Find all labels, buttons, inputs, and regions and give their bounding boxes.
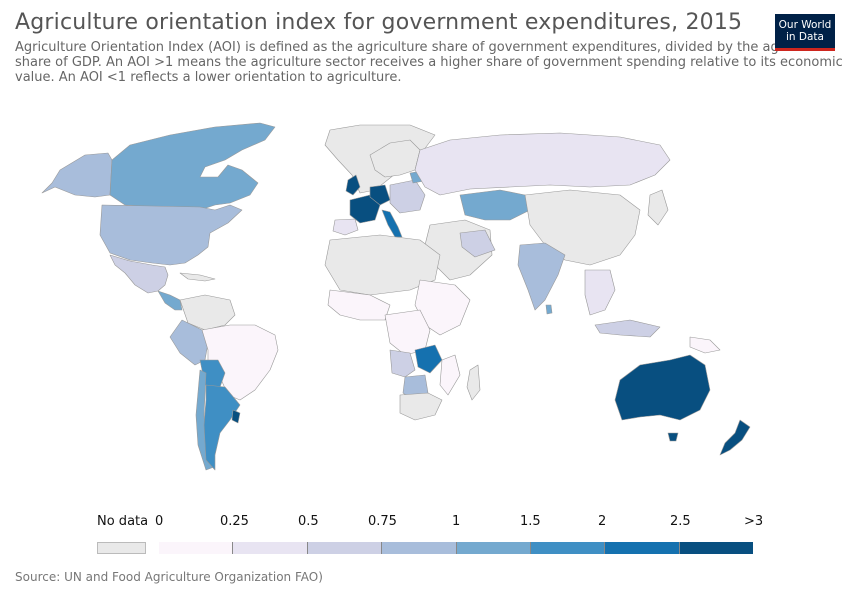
legend-tick-0: 0 <box>155 514 164 529</box>
legend-bin-3[interactable] <box>382 542 457 554</box>
legend-tick-5: 1.5 <box>520 514 541 529</box>
country-australia[interactable] <box>614 354 711 421</box>
country-uruguay[interactable] <box>231 409 241 424</box>
country-united-states[interactable] <box>99 204 243 266</box>
legend-tick-7: 2.5 <box>670 514 691 529</box>
legend-bin-1[interactable] <box>233 542 308 554</box>
country-southeast-asia[interactable] <box>584 269 616 316</box>
chart-title: Agriculture orientation index for govern… <box>15 10 743 35</box>
country-new-zealand[interactable] <box>719 419 751 456</box>
legend-bin-6[interactable] <box>605 542 680 554</box>
legend-tick-2: 0.5 <box>298 514 319 529</box>
country-italy[interactable] <box>381 209 403 238</box>
legend-bin-2[interactable] <box>307 542 383 554</box>
logo-line2: in Data <box>786 31 824 43</box>
country-alaska[interactable] <box>41 152 113 198</box>
country-germany[interactable] <box>369 184 391 206</box>
legend-tick-4: 1 <box>452 514 461 529</box>
legend-tick-6: 2 <box>598 514 607 529</box>
country-angola[interactable] <box>389 349 416 378</box>
legend-bin-4[interactable] <box>456 542 531 554</box>
world-map[interactable] <box>30 115 790 495</box>
country-mozambique[interactable] <box>439 354 461 396</box>
country-caribbean[interactable] <box>179 272 216 282</box>
country-japan[interactable] <box>647 189 669 226</box>
country-zambia[interactable] <box>414 344 443 374</box>
chart-subtitle: Agriculture Orientation Index (AOI) is d… <box>15 40 843 85</box>
legend-bin-0[interactable] <box>159 542 234 554</box>
country-indonesia[interactable] <box>594 319 661 338</box>
country-east-africa[interactable] <box>414 279 471 336</box>
owid-logo[interactable]: Our World in Data <box>775 14 835 51</box>
country-mexico[interactable] <box>109 254 169 294</box>
logo-line1: Our World <box>778 19 832 31</box>
country-iran[interactable] <box>459 229 496 258</box>
country-eastern-europe[interactable] <box>389 179 426 214</box>
legend-color-bar <box>159 542 753 554</box>
legend-bin-5[interactable] <box>530 542 606 554</box>
legend-bin-7[interactable] <box>679 542 753 554</box>
country-papua-new-guinea[interactable] <box>689 336 721 354</box>
country-sri-lanka[interactable] <box>545 304 553 315</box>
legend-tick-3: 0.75 <box>368 514 397 529</box>
country-kazakhstan[interactable] <box>459 189 531 221</box>
country-uk[interactable] <box>345 174 361 196</box>
country-china-mongolia[interactable] <box>524 189 641 266</box>
country-argentina[interactable] <box>203 384 241 471</box>
country-south-africa[interactable] <box>399 392 443 421</box>
legend-tick-8: >3 <box>744 514 764 529</box>
legend-no-data-swatch[interactable] <box>97 542 146 554</box>
country-west-africa[interactable] <box>327 289 391 321</box>
source-note: Source: UN and Food Agriculture Organiza… <box>15 570 323 584</box>
country-canada[interactable] <box>109 122 276 211</box>
country-spain[interactable] <box>332 218 359 236</box>
country-tasmania[interactable] <box>667 432 679 442</box>
country-india[interactable] <box>517 242 566 311</box>
country-madagascar[interactable] <box>466 364 481 401</box>
legend-tick-1: 0.25 <box>220 514 249 529</box>
legend-no-data-label: No data <box>97 514 149 529</box>
country-central-america[interactable] <box>157 290 183 311</box>
country-russia[interactable] <box>414 132 671 196</box>
